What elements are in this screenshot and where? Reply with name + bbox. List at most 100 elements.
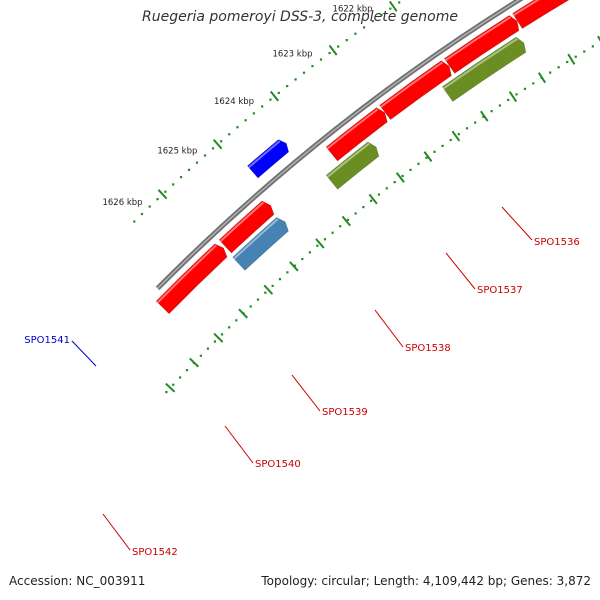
inner-tick-ring-dot [249,305,252,308]
outer-tick-ring-dot [244,119,247,122]
inner-tick-ring-dot [465,127,469,130]
inner-major-tick [423,151,433,162]
accession-text: Accession: NC_003911 [9,574,146,588]
cds-arrow-9 [155,243,228,315]
inner-tick-ring-dot [370,199,373,202]
cds-arrow-5-highlight [444,16,511,61]
outer-tick-ring-dot [277,91,280,94]
gene-label: SPO1540 [255,459,301,470]
outer-tick-ring-dot [211,147,215,150]
inner-tick-ring-dot [449,138,452,142]
outer-tick-ring-dot [140,212,144,216]
inner-major-tick [263,284,274,295]
inner-major-tick [480,110,489,122]
cds-arrow-7 [325,107,388,162]
inner-tick-ring-dot [457,133,460,136]
inner-tick-ring-dot [583,50,586,53]
inner-major-tick [395,172,405,183]
inner-tick-ring-dot [286,271,289,274]
major-tick [328,44,338,56]
outer-tick-ring-dot [319,58,323,61]
outer-tick-ring-dot [133,220,136,223]
gene-label: SPO1542 [132,547,178,558]
gene-leader-line [71,340,97,367]
inner-tick-ring-dot [323,238,327,241]
inner-major-tick [341,215,351,227]
inner-major-tick [315,238,325,249]
gene-label: SPO1536 [534,237,580,248]
outer-tick-ring-dot [179,176,183,179]
inner-tick-ring-dot [235,319,238,322]
outer-tick-ring-dot [261,105,264,108]
inner-tick-ring-dot [185,369,189,372]
cds-arrow-8 [218,200,275,254]
gene-label: SPO1541 [24,335,70,346]
inner-tick-ring-dot [316,244,319,247]
outer-tick-ring-dot [389,7,392,10]
inner-tick-ring-dot [393,181,396,184]
inner-tick-ring-dot [417,162,420,165]
feature-olive-spo1540-highlight [326,142,370,178]
inner-tick-ring-dot [549,71,552,74]
cds-arrow-6 [379,60,452,121]
inner-major-tick [451,130,461,142]
gene-label: SPO1537 [477,285,523,296]
outer-tick-ring-dot [195,161,199,164]
tick-label: 1625 kbp [157,147,197,157]
inner-tick-ring-dot [362,206,365,209]
inner-tick-ring-dot [474,121,477,124]
inner-tick-ring-dot [293,264,296,267]
inner-tick-ring-dot [498,104,502,107]
gene-leader-line [224,425,254,464]
inner-tick-ring-dot [271,284,274,287]
inner-tick-ring-dot [523,87,527,90]
feature-olive-spo1538 [441,36,527,102]
inner-major-tick [165,382,176,393]
inner-tick-ring-dot [354,212,357,215]
gene-label: SPO1538 [405,343,451,354]
inner-major-tick [368,193,378,205]
inner-major-tick [189,357,200,368]
feature-steel-spo1542 [232,217,289,271]
major-tick [269,90,280,102]
gene-leader-line [291,374,321,412]
inner-tick-ring-dot [220,333,224,336]
inner-tick-ring-dot [433,150,436,153]
inner-tick-ring-dot [264,291,267,294]
inner-tick-ring-dot [228,326,231,329]
tick-label: 1624 kbp [214,97,254,107]
inner-major-tick [289,261,299,272]
outer-tick-ring-dot [220,140,223,143]
gene-leader-line [102,513,131,551]
outer-tick-ring-dot [294,78,297,81]
genome-summary-text: Topology: circular; Length: 4,109,442 bp… [261,574,591,588]
inner-tick-ring-dot [591,45,594,48]
inner-tick-ring-dot [401,174,404,178]
gene-leader-line [445,252,476,290]
inner-tick-ring-dot [331,231,334,234]
inner-tick-ring-dot [206,347,209,350]
inner-major-tick [597,35,600,42]
inner-tick-ring-dot [278,278,282,281]
outer-tick-ring-dot [252,112,255,115]
tick-label: 1626 kbp [102,198,142,208]
tick-label: 1623 kbp [272,50,312,60]
inner-tick-ring-dot [532,82,535,85]
inner-tick-ring-dot [178,376,182,379]
inner-tick-ring-dot [441,144,444,147]
outer-tick-ring-dot [398,1,401,4]
inner-tick-ring-dot [490,110,493,113]
tick-label: 1622 kbp [333,4,373,14]
inner-tick-ring-dot [213,340,217,343]
outer-tick-ring-dot [380,13,383,16]
inner-tick-ring-dot [301,257,304,261]
inner-tick-ring-dot [566,60,569,64]
outer-tick-ring-dot [311,65,314,68]
cds-arrow-4 [512,0,570,29]
feature-blue-spo1541-highlight [248,140,281,169]
outer-tick-ring-dot [156,198,159,201]
outer-tick-ring-dot [236,126,239,129]
outer-tick-ring-dot [172,183,175,186]
